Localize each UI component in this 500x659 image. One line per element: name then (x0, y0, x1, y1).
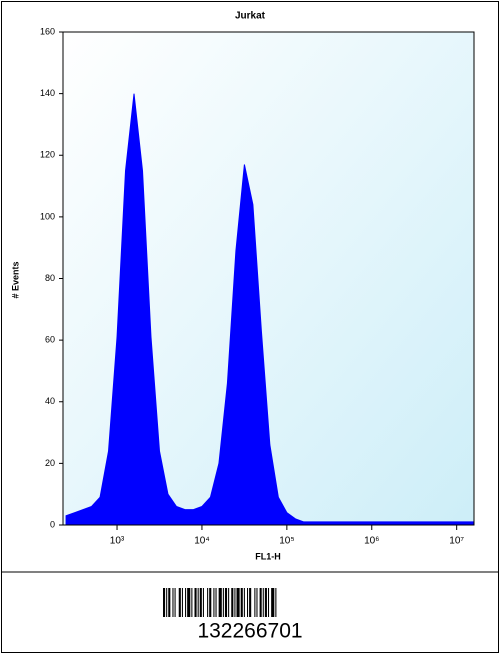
barcode-bar (185, 588, 187, 617)
x-tick-label: 10⁶ (364, 536, 379, 547)
y-tick-label: 0 (50, 519, 55, 529)
barcode-bar (249, 588, 252, 617)
x-tick-label: 10⁴ (194, 536, 209, 547)
barcode-bar (166, 588, 168, 617)
barcode-bar (268, 588, 270, 617)
barcode-bar (213, 588, 215, 617)
barcode-bar (247, 588, 249, 617)
y-axis-label: # Events (10, 261, 20, 298)
barcode-bar (197, 588, 199, 617)
barcode-bar (172, 588, 174, 617)
barcode-bar (187, 588, 191, 617)
y-tick-label: 20 (45, 458, 55, 468)
barcode-bar (209, 588, 212, 617)
y-tick-label: 80 (45, 273, 55, 283)
y-tick-label: 140 (40, 88, 55, 98)
barcode-bar (275, 588, 277, 617)
y-tick-label: 100 (40, 211, 55, 221)
y-tick-label: 40 (45, 396, 55, 406)
barcode-bar (236, 588, 240, 617)
barcode-bar (243, 588, 245, 617)
barcode-bar (178, 588, 181, 617)
barcode-bar (199, 588, 202, 617)
barcode-bar (218, 588, 222, 617)
marks (65, 93, 475, 526)
histogram-area (65, 93, 475, 526)
barcode-bar (228, 588, 230, 617)
barcode-bar (271, 588, 275, 617)
x-axis-label: FL1-H (255, 551, 281, 561)
barcode-bar (264, 588, 267, 617)
barcode-bar (163, 588, 166, 617)
y-tick-label: 120 (40, 150, 55, 160)
barcode-bar (215, 588, 217, 617)
barcode-bar (256, 588, 258, 617)
barcode-bar (259, 588, 262, 617)
barcode-bar (202, 588, 204, 617)
barcode-number: 132266701 (197, 620, 302, 643)
x-tick-label: 10³ (110, 536, 125, 547)
barcode-bar (224, 588, 228, 617)
barcode-bar (181, 588, 183, 617)
barcode-bar (254, 588, 256, 617)
barcode-bar (174, 588, 176, 617)
barcode (163, 588, 277, 617)
x-tick-label: 10⁷ (449, 536, 464, 547)
chart-title: Jurkat (235, 11, 266, 22)
barcode-bar (191, 588, 193, 617)
barcode-bar (240, 588, 243, 617)
y-tick-label: 60 (45, 335, 55, 345)
barcode-bar (262, 588, 264, 617)
barcode-bar (222, 588, 224, 617)
y-tick-label: 160 (40, 26, 55, 36)
barcode-bar (234, 588, 236, 617)
barcode-bar (231, 588, 234, 617)
barcode-bar (207, 588, 209, 617)
barcode-bar (168, 588, 171, 617)
barcode-bar (194, 588, 197, 617)
x-tick-label: 10⁵ (279, 536, 294, 547)
